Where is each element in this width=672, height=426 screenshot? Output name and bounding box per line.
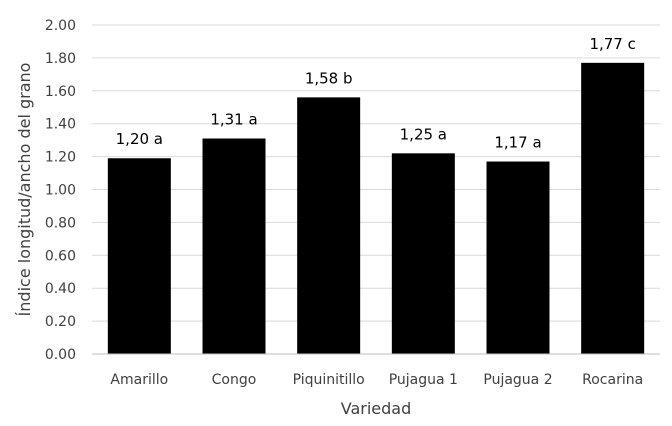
gridlines [92, 24, 660, 322]
x-tick-label: Congo [212, 372, 257, 388]
x-tick-label: Piquinitillo [293, 372, 365, 388]
y-tick-label: 1.00 [45, 183, 76, 199]
x-axis-ticks: Amarillo Congo Piquinitillo Pujagua 1 Pujagu… [110, 372, 643, 388]
data-label: 1,17 a [494, 134, 541, 152]
bars [107, 62, 645, 355]
x-tick-label: Rocarina [582, 372, 643, 388]
y-tick-label: 0.40 [45, 281, 76, 297]
y-tick-label: 1.20 [45, 150, 76, 166]
bar [486, 161, 550, 354]
bar [202, 138, 266, 354]
y-tick-label: 0.00 [45, 347, 76, 363]
bar [297, 97, 361, 354]
x-tick-label: Pujagua 1 [389, 372, 458, 388]
data-labels: 1,20 a 1,31 a 1,58 b 1,25 a 1,17 a 1,77 c [116, 35, 636, 152]
bar [581, 62, 645, 355]
bar [107, 158, 171, 354]
data-label: 1,77 c [589, 35, 635, 53]
bar [391, 153, 455, 354]
x-axis-title: Variedad [341, 399, 412, 418]
y-tick-label: 2.00 [45, 18, 76, 34]
y-tick-label: 1.80 [45, 51, 76, 67]
y-tick-label: 0.20 [45, 314, 76, 330]
y-tick-label: 0.60 [45, 248, 76, 264]
y-tick-label: 0.80 [45, 215, 76, 231]
y-tick-label: 1.60 [45, 84, 76, 100]
y-tick-label: 1.40 [45, 117, 76, 133]
data-label: 1,31 a [210, 111, 257, 129]
data-label: 1,25 a [400, 125, 447, 143]
data-label: 1,58 b [305, 69, 353, 87]
data-label: 1,20 a [116, 130, 163, 148]
y-axis-ticks: 0.00 0.20 0.40 0.60 0.80 1.00 1.20 1.40 1.60 1.80… [45, 18, 76, 363]
x-tick-label: Pujagua 2 [483, 372, 552, 388]
x-tick-label: Amarillo [110, 372, 168, 388]
y-axis-title: Índice longitud/ancho del grano [15, 63, 34, 317]
